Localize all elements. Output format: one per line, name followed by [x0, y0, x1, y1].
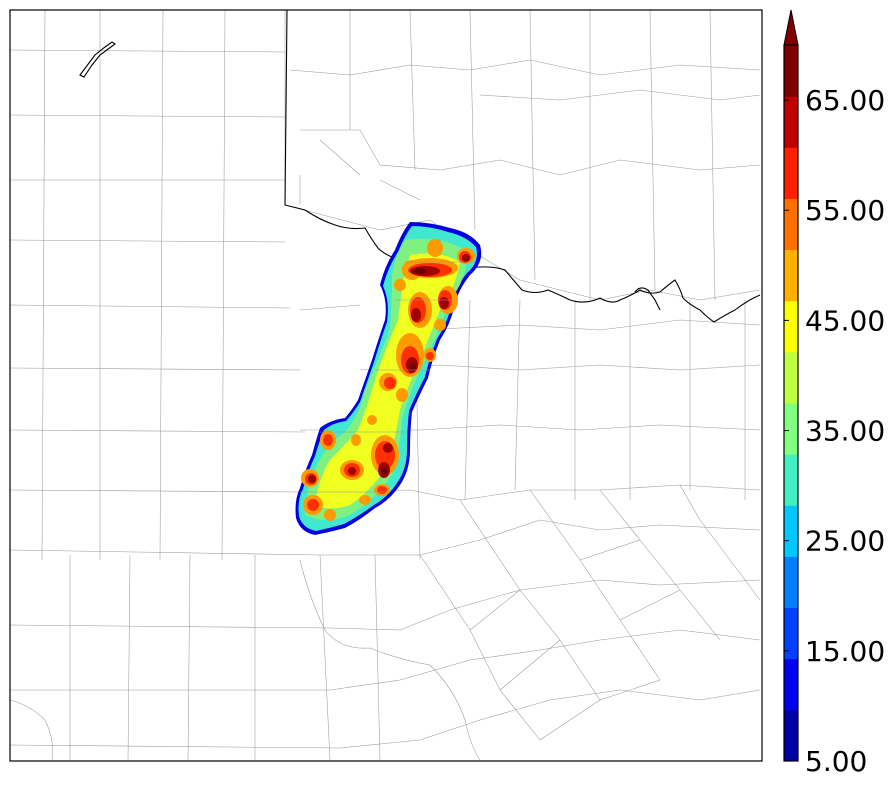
state-boundaries [79, 9, 761, 323]
colorbar-tick-label: 55.00 [805, 194, 885, 227]
map-frame [9, 9, 763, 762]
colorbar-tick-label: 45.00 [805, 304, 885, 337]
colorbar-segments [784, 45, 798, 762]
colorbar-segment [784, 45, 798, 97]
colorbar-segment [784, 351, 798, 404]
colorbar-segment [784, 658, 798, 711]
colorbar-segment [784, 556, 798, 609]
colorbar-segment [784, 249, 798, 302]
colorbar-segment [784, 505, 798, 557]
colorbar-segment [784, 709, 798, 762]
reflectivity-echo [295, 222, 482, 535]
colorbar-segment [784, 198, 798, 251]
colorbar-segment [784, 454, 798, 506]
colorbar-segment [784, 300, 798, 353]
colorbar-extend-arrow [783, 9, 799, 46]
colorbar-tick-label: 5.00 [805, 745, 867, 778]
colorbar-outline [783, 44, 799, 762]
colorbar-ticks: 5.00 15.00 25.00 35.00 45.00 55.00 65.00 [784, 84, 885, 778]
map-area [9, 9, 761, 761]
colorbar-tick-label: 65.00 [805, 84, 885, 117]
colorbar-tick-label: 15.00 [805, 635, 885, 668]
colorbar-segment [784, 607, 798, 660]
colorbar-tick-label: 25.00 [805, 525, 885, 558]
county-boundaries [9, 9, 761, 761]
colorbar-segment [784, 147, 798, 199]
colorbar-tick-label: 35.00 [805, 415, 885, 448]
colorbar-segment [784, 96, 798, 148]
colorbar-segment [784, 403, 798, 455]
colorbar: 5.00 15.00 25.00 35.00 45.00 55.00 65.00 [783, 9, 885, 778]
